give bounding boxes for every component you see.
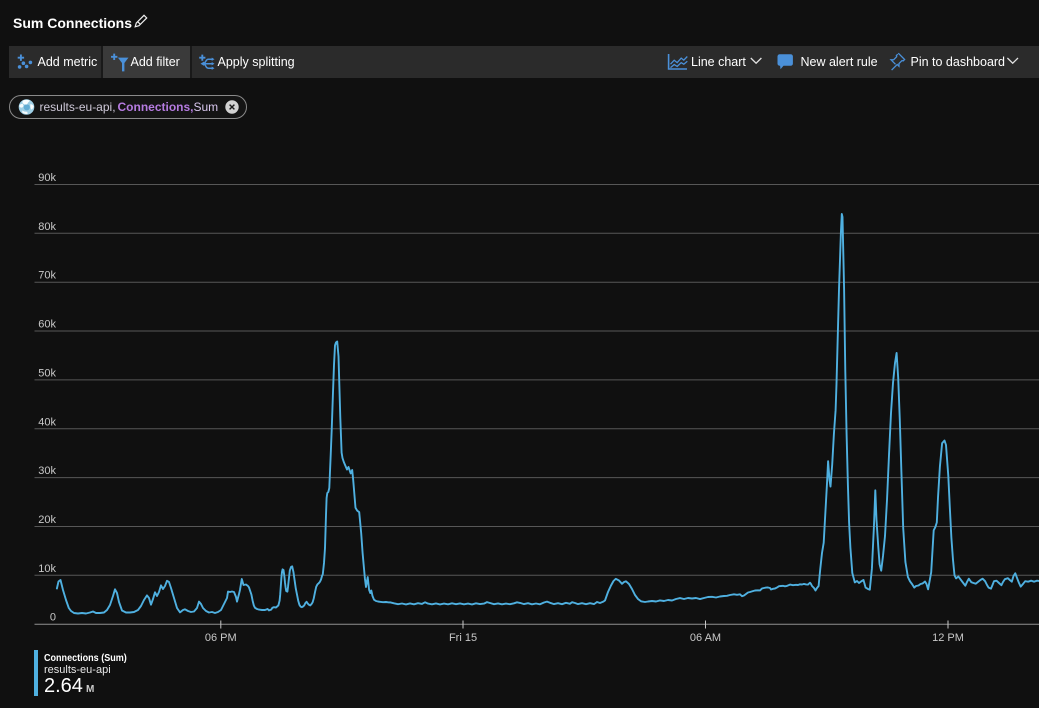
svg-text:10k: 10k: [38, 563, 56, 575]
svg-text:40k: 40k: [38, 416, 56, 428]
svg-text:Fri 15: Fri 15: [449, 632, 477, 644]
svg-text:06 AM: 06 AM: [690, 632, 721, 644]
svg-text:20k: 20k: [38, 514, 56, 526]
svg-text:30k: 30k: [38, 465, 56, 477]
svg-text:70k: 70k: [38, 270, 56, 282]
svg-text:12 PM: 12 PM: [932, 632, 964, 644]
svg-text:80k: 80k: [38, 221, 56, 233]
svg-text:0: 0: [50, 612, 56, 624]
svg-text:90k: 90k: [38, 172, 56, 184]
svg-text:50k: 50k: [38, 367, 56, 379]
svg-text:60k: 60k: [38, 319, 56, 331]
svg-text:06 PM: 06 PM: [205, 632, 237, 644]
